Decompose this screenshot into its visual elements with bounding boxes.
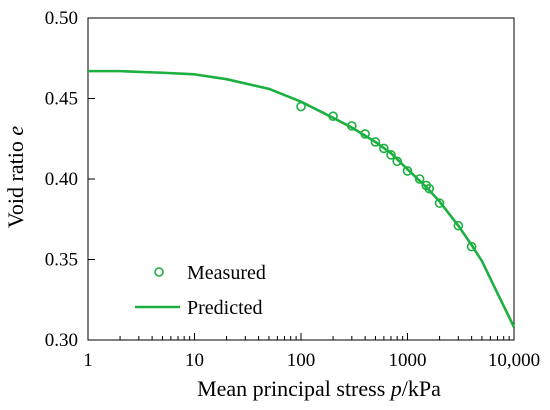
measured-point bbox=[453, 220, 464, 231]
y-tick-label: 0.40 bbox=[45, 169, 78, 190]
legend-measured-label: Measured bbox=[187, 262, 266, 284]
y-axis-title: Void ratio e bbox=[3, 126, 28, 228]
measured-point bbox=[296, 101, 306, 112]
y-tick-label: 0.35 bbox=[45, 250, 78, 271]
y-tick-label: 0.45 bbox=[45, 89, 78, 110]
measured-point bbox=[466, 241, 477, 252]
y-axis: 0.30 0.35 0.40 0.45 0.50 bbox=[45, 8, 95, 351]
measured-point bbox=[360, 129, 370, 139]
x-tick-label: 100 bbox=[287, 350, 316, 371]
predicted-line bbox=[88, 69, 516, 328]
y-tick-label: 0.50 bbox=[45, 8, 78, 29]
measured-point bbox=[414, 174, 425, 184]
x-tick-label: 10 bbox=[185, 350, 204, 371]
measured-point bbox=[379, 143, 389, 154]
measured-point bbox=[386, 150, 396, 160]
x-axis: 1 10 100 1000 10,000 bbox=[83, 333, 540, 371]
measured-point bbox=[328, 111, 338, 122]
measured-point bbox=[392, 156, 402, 167]
x-axis-title: Mean principal stress p/kPa bbox=[197, 376, 441, 401]
measured-point bbox=[424, 183, 435, 194]
y-tick-label: 0.30 bbox=[45, 330, 78, 351]
legend-predicted-label: Predicted bbox=[187, 297, 263, 319]
legend-measured-marker bbox=[154, 267, 164, 277]
plot-border bbox=[87, 17, 515, 341]
x-tick-label: 1 bbox=[83, 350, 93, 371]
legend: Measured Predicted bbox=[135, 262, 266, 319]
x-tick-label: 10,000 bbox=[488, 350, 540, 371]
measured-point bbox=[347, 121, 357, 131]
series-layer bbox=[88, 69, 516, 328]
plot-area bbox=[87, 17, 515, 341]
measured-point bbox=[402, 166, 413, 176]
measured-point bbox=[370, 137, 381, 147]
measured-point bbox=[434, 198, 445, 208]
x-tick-label: 1000 bbox=[389, 350, 427, 371]
